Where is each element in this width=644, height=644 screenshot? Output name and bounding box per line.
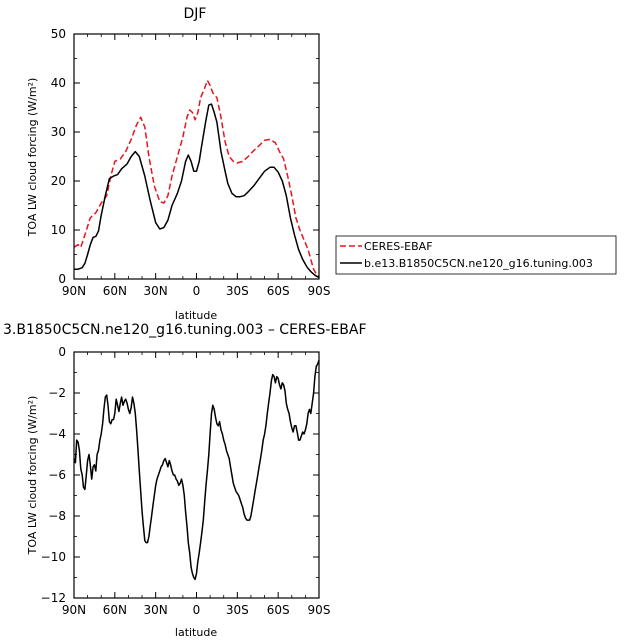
bottom-x-axis-label: latitude	[175, 626, 217, 639]
top-panel: DJF 90N 60N 30N 0 30S 60S 90S 0 10 20 30 40 50 latit…	[26, 6, 330, 322]
bottom-panel: 3.B1850C5CN.ne120_g16.tuning.003 – CERES…	[3, 322, 367, 639]
bottom-x-tick-label: 90S	[308, 603, 331, 617]
top-y-tick-label: 30	[51, 125, 66, 139]
bottom-y-tick-label: 0	[58, 345, 66, 359]
top-series-lines	[73, 79, 320, 279]
bottom-axis-ticks: 90N 60N 30N 0 30S 60S 90S 0 −2 −4 −6 −8 −10 −12	[41, 345, 331, 617]
bottom-x-tick-label: 30S	[226, 603, 249, 617]
legend: CERES-EBAF b.e13.B1850C5CN.ne120_g16.tun…	[335, 235, 617, 275]
bottom-y-tick-label: −8	[48, 509, 66, 523]
bottom-series-line-0	[73, 359, 320, 581]
top-x-tick-label: 90S	[308, 284, 331, 298]
top-y-tick-label: 20	[51, 174, 66, 188]
bottom-x-tick-label: 60S	[267, 603, 290, 617]
top-x-tick-label: 0	[193, 284, 201, 298]
legend-label-model: b.e13.B1850C5CN.ne120_g16.tuning.003	[364, 257, 593, 270]
legend-label-ceres: CERES-EBAF	[364, 240, 433, 253]
bottom-y-tick-label: −10	[41, 550, 66, 564]
top-y-tick-label: 10	[51, 223, 66, 237]
top-y-axis-label: TOA LW cloud forcing (W/m²)	[26, 78, 39, 238]
bottom-y-tick-label: −4	[48, 427, 66, 441]
top-series-line-1	[74, 103, 320, 279]
top-y-tick-label: 40	[51, 76, 66, 90]
top-x-axis-label: latitude	[175, 309, 217, 322]
bottom-y-tick-label: −6	[48, 468, 66, 482]
bottom-plot-frame	[73, 351, 320, 599]
top-x-tick-label: 30S	[226, 284, 249, 298]
bottom-series-lines	[73, 359, 320, 581]
bottom-y-tick-label: −2	[48, 386, 66, 400]
top-y-tick-label: 50	[51, 27, 66, 41]
top-y-tick-label: 0	[58, 272, 66, 286]
top-series-line-0	[73, 79, 320, 278]
bottom-x-tick-label: 60N	[103, 603, 127, 617]
bottom-x-tick-label: 0	[193, 603, 201, 617]
top-x-tick-label: 60N	[103, 284, 127, 298]
legend-box	[335, 235, 617, 275]
top-x-tick-label: 60S	[267, 284, 290, 298]
bottom-y-tick-label: −12	[41, 591, 66, 605]
top-plot-frame	[73, 33, 320, 280]
bottom-chart-title: 3.B1850C5CN.ne120_g16.tuning.003 – CERES…	[3, 322, 367, 338]
top-axis-ticks: 90N 60N 30N 0 30S 60S 90S 0 10 20 30 40 50	[51, 27, 331, 298]
bottom-y-axis-label: TOA LW cloud forcing (W/m²)	[26, 396, 39, 556]
top-x-tick-label: 30N	[144, 284, 168, 298]
bottom-x-tick-label: 90N	[62, 603, 86, 617]
bottom-x-tick-label: 30N	[144, 603, 168, 617]
top-chart-title: DJF	[184, 6, 207, 22]
top-x-tick-label: 90N	[62, 284, 86, 298]
